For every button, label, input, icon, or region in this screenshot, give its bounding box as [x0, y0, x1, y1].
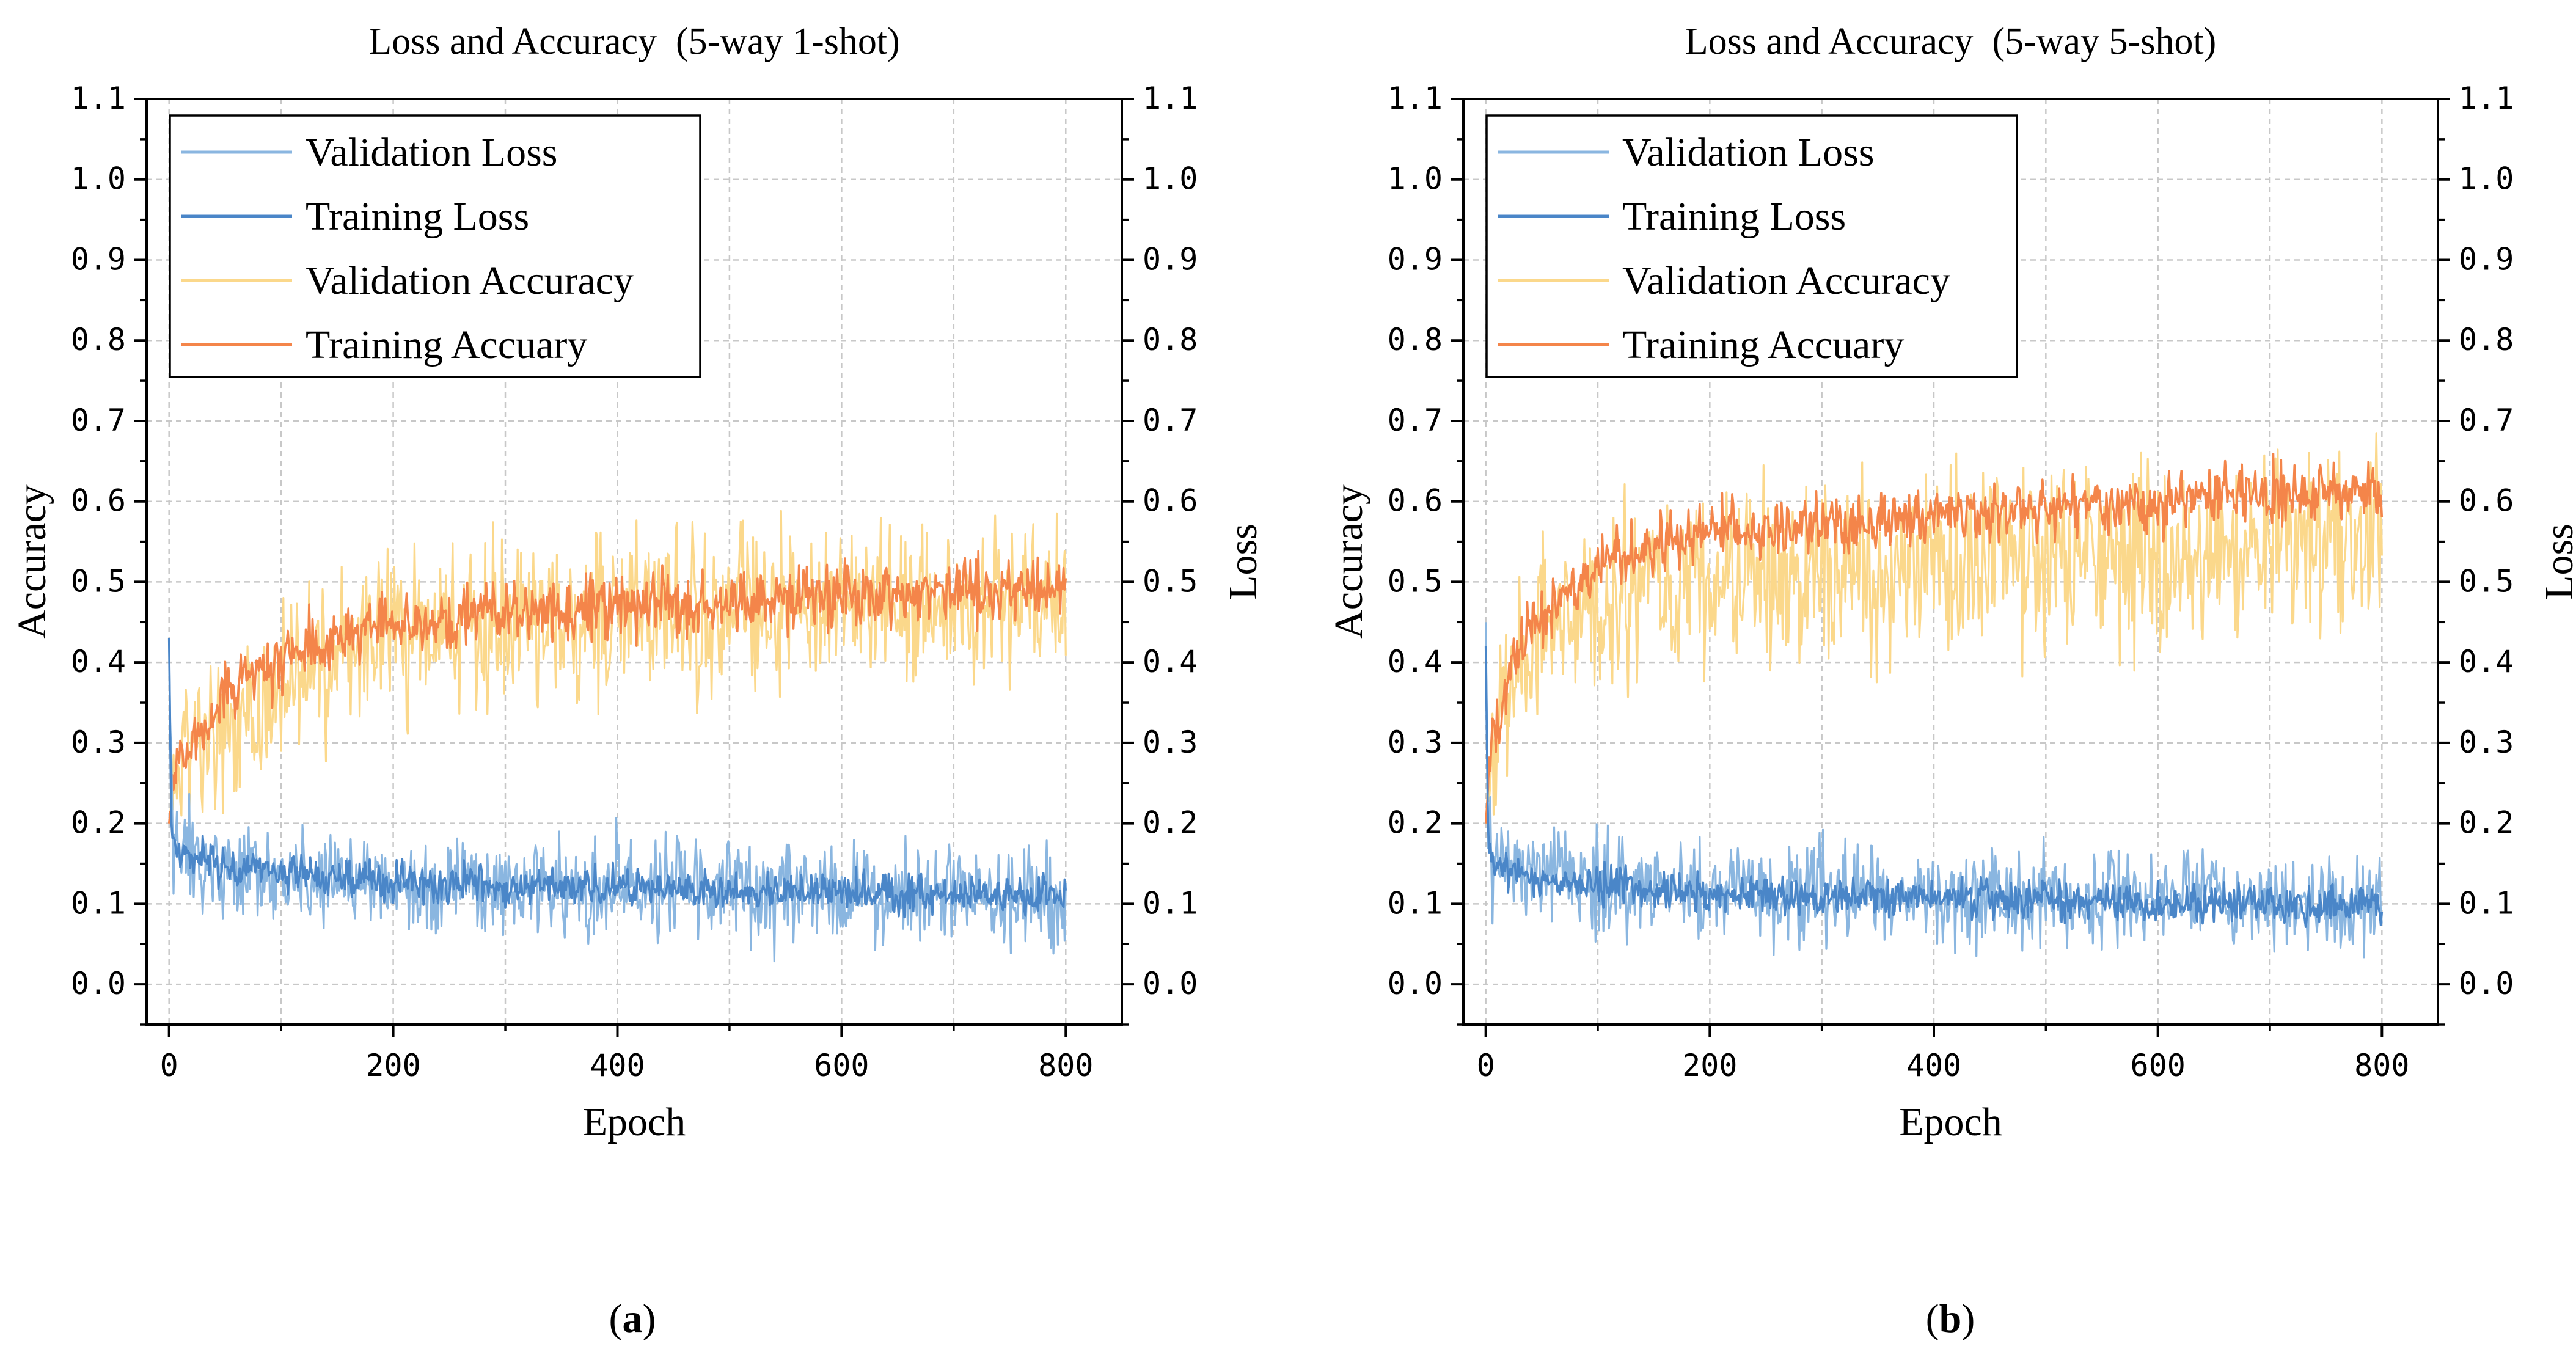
y-tick-label-left: 0.6: [71, 483, 126, 519]
y-tick-label-left: 0.3: [1388, 725, 1443, 760]
y-tick-label-left: 0.4: [71, 644, 126, 679]
y-tick-label-left: 0.9: [71, 241, 126, 277]
y-tick-label-right: 0.6: [1143, 483, 1198, 519]
x-tick-label: 200: [1682, 1048, 1737, 1083]
x-tick-label: 400: [1906, 1048, 1961, 1083]
y-tick-label-left: 1.0: [1388, 161, 1443, 197]
chart-title: Loss and Accuracy (5-way 5-shot): [1685, 21, 2216, 62]
y-tick-label-right: 1.0: [2459, 161, 2514, 197]
y-axis-label-left: Accuracy: [10, 484, 54, 639]
legend-label: Training Accuary: [306, 323, 587, 367]
y-tick-label-left: 0.5: [1388, 563, 1443, 599]
legend-label: Validation Loss: [1622, 130, 1874, 175]
y-axis-label-right: Loss: [1221, 524, 1265, 600]
y-tick-label-left: 0.2: [1388, 805, 1443, 841]
y-tick-label-right: 0.0: [2459, 966, 2514, 1001]
plot-area: [167, 510, 1067, 963]
y-tick-label-right: 0.8: [1143, 322, 1198, 357]
series-line-training-accuary: [167, 550, 1067, 824]
y-tick-label-left: 0.8: [71, 322, 126, 357]
y-tick-label-right: 0.9: [2459, 241, 2514, 277]
panel-caption: (a): [609, 1296, 656, 1341]
x-tick-label: 400: [590, 1048, 645, 1083]
y-tick-label-right: 0.1: [2459, 885, 2514, 921]
y-tick-label-left: 0.1: [1388, 885, 1443, 921]
legend: Validation Loss Training Loss Validation A…: [169, 114, 701, 378]
y-axis-label-left: Accuracy: [1326, 484, 1371, 639]
plot-frame: [145, 98, 1123, 1026]
y-tick-label-left: 0.3: [71, 725, 126, 760]
x-tick-label: 800: [2354, 1048, 2409, 1083]
y-tick-label-left: 0.7: [1388, 403, 1443, 438]
y-tick-label-left: 0.7: [71, 403, 126, 438]
y-tick-label-right: 0.9: [1143, 241, 1198, 277]
y-tick-label-left: 0.0: [1388, 966, 1443, 1001]
y-tick-label-left: 0.4: [1388, 644, 1443, 679]
y-tick-label-left: 0.9: [1388, 241, 1443, 277]
series-line-validation-loss: [1485, 622, 2383, 959]
y-tick-label-left: 0.2: [71, 805, 126, 841]
y-tick-label-right: 0.7: [2459, 403, 2514, 438]
x-tick-label: 800: [1038, 1048, 1093, 1083]
x-tick-label: 200: [365, 1048, 420, 1083]
y-tick-label-right: 0.6: [2459, 483, 2514, 519]
y-tick-label-right: 0.4: [2459, 644, 2514, 679]
chart-title: Loss and Accuracy (5-way 1-shot): [368, 21, 899, 62]
x-tick-label: 0: [1477, 1048, 1495, 1083]
y-tick-label-right: 0.0: [1143, 966, 1198, 1001]
y-tick-label-right: 0.5: [2459, 563, 2514, 599]
y-tick-label-right: 0.3: [1143, 725, 1198, 760]
legend-label: Training Accuary: [1622, 323, 1904, 367]
y-tick-label-left: 0.6: [1388, 483, 1443, 519]
chart-panel-a: 0.0 0.0 0.1 0.1 0.2 0.2 0.3 0.3 0.4 0.4 0.5 0.5 0.6 0…: [10, 21, 1265, 1144]
chart-panel-b: 0.0 0.0 0.1 0.1 0.2 0.2 0.3 0.3 0.4 0.4 0.5 0.5 0.6 0…: [1326, 21, 2576, 1144]
y-tick-label-right: 0.4: [1143, 644, 1198, 679]
y-tick-label-left: 0.1: [71, 885, 126, 921]
x-tick-label: 600: [2131, 1048, 2186, 1083]
y-tick-label-right: 0.7: [1143, 403, 1198, 438]
x-axis-label: Epoch: [1899, 1100, 2002, 1144]
x-axis-label: Epoch: [583, 1100, 686, 1144]
y-tick-label-left: 0.8: [1388, 322, 1443, 357]
y-tick-label-right: 1.1: [2459, 81, 2514, 116]
y-tick-label-right: 0.8: [2459, 322, 2514, 357]
y-tick-label-right: 0.5: [1143, 563, 1198, 599]
y-tick-label-right: 1.0: [1143, 161, 1198, 197]
y-tick-label-left: 1.1: [71, 81, 126, 116]
y-tick-label-left: 0.5: [71, 563, 126, 599]
legend-label: Validation Accuracy: [306, 258, 634, 303]
y-tick-label-right: 1.1: [1143, 81, 1198, 116]
y-tick-label-right: 0.1: [1143, 885, 1198, 921]
y-tick-label-right: 0.2: [1143, 805, 1198, 841]
y-tick-label-left: 0.0: [71, 966, 126, 1001]
plot-frame: [1462, 98, 2439, 1026]
x-tick-label: 0: [160, 1048, 178, 1083]
x-tick-label: 600: [814, 1048, 869, 1083]
y-tick-label-right: 0.2: [2459, 805, 2514, 841]
legend-label: Validation Accuracy: [1622, 258, 1950, 303]
series-line-training-loss: [1484, 646, 2384, 928]
series-line-validation-accuracy: [1485, 432, 2383, 824]
series-line-training-accuary: [1484, 453, 2384, 824]
y-tick-label-right: 0.3: [2459, 725, 2514, 760]
legend-label: Validation Loss: [306, 130, 557, 175]
plot-area: [1484, 432, 2384, 959]
y-tick-label-left: 1.0: [71, 161, 126, 197]
legend-box: [169, 114, 701, 378]
legend-label: Training Loss: [306, 194, 529, 239]
legend-label: Training Loss: [1622, 194, 1846, 239]
series-line-training-loss: [167, 638, 1067, 919]
y-axis-label-right: Loss: [2537, 524, 2576, 600]
y-tick-label-left: 1.1: [1388, 81, 1443, 116]
legend-box: [1485, 114, 2018, 378]
legend: Validation Loss Training Loss Validation A…: [1485, 114, 2018, 378]
panel-caption: (b): [1926, 1296, 1975, 1341]
